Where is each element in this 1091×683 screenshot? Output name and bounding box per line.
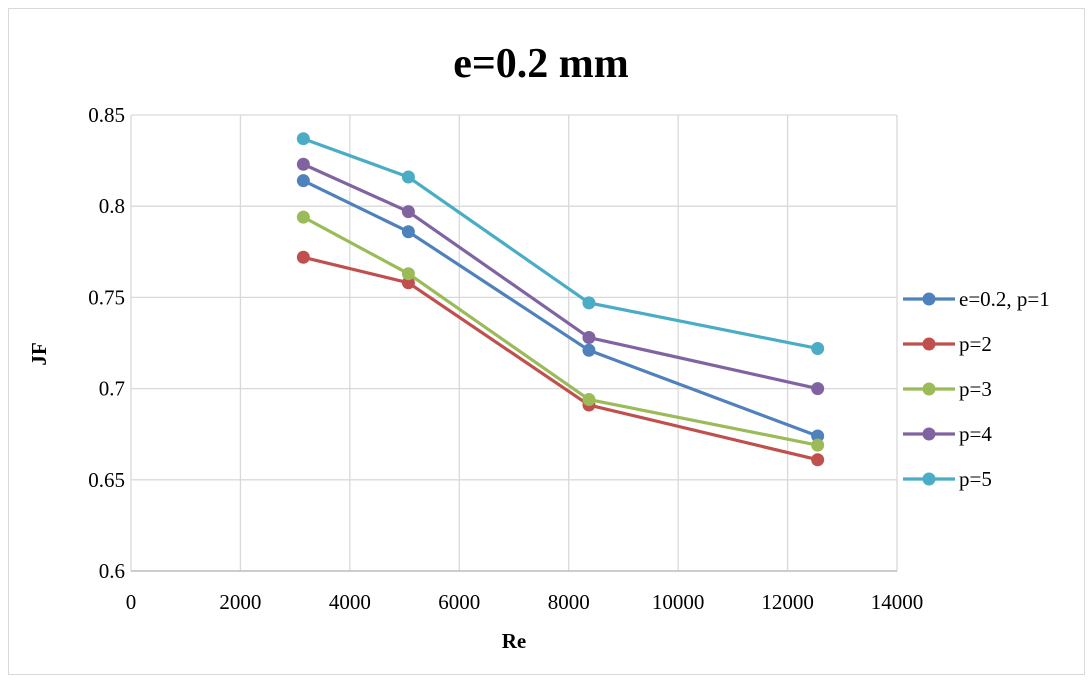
series-5 [296, 132, 825, 355]
data-point [401, 170, 415, 184]
legend-label: e=0.2, p=1 [959, 287, 1050, 311]
series-line [302, 179, 819, 438]
legend-marker [922, 292, 936, 306]
series-4 [296, 157, 825, 396]
x-tick-label: 0 [126, 590, 137, 614]
y-tick-label: 0.85 [88, 103, 125, 127]
chart-title: e=0.2 mm [453, 41, 629, 87]
data-point [811, 438, 825, 452]
legend-label: p=2 [959, 332, 992, 356]
data-point [296, 132, 310, 146]
data-point [582, 343, 596, 357]
legend-marker [922, 427, 936, 441]
data-point [401, 276, 415, 290]
x-tick-label: 4000 [329, 590, 371, 614]
legend-item: p=4 [903, 422, 992, 446]
y-tick-labels: 0.6 0.65 0.7 0.75 0.8 0.85 [88, 103, 125, 583]
series-3 [296, 210, 825, 452]
legend-label: p=4 [959, 422, 992, 446]
legend-item: p=2 [903, 332, 992, 356]
legend-item: p=5 [903, 467, 992, 491]
x-tick-label: 6000 [438, 590, 480, 614]
data-point [811, 382, 825, 396]
legend-marker [922, 337, 936, 351]
data-point [582, 331, 596, 345]
data-point [811, 429, 825, 443]
data-point [401, 267, 415, 281]
data-point [296, 250, 310, 264]
y-tick-label: 0.7 [99, 377, 125, 401]
data-point [582, 296, 596, 310]
x-tick-labels: 0 2000 4000 6000 8000 10000 12000 14000 [126, 590, 924, 614]
series-line [302, 137, 818, 351]
series-line [302, 215, 818, 447]
series-1 [296, 174, 825, 443]
legend-item: p=3 [903, 377, 992, 401]
x-tick-label: 2000 [219, 590, 261, 614]
legend: e=0.2, p=1 p=2 p=3 p=4 p=5 [903, 287, 1050, 491]
x-tick-label: 8000 [548, 590, 590, 614]
legend-label: p=3 [959, 377, 992, 401]
data-point [296, 157, 310, 171]
x-tick-label: 10000 [652, 590, 705, 614]
data-point [296, 210, 310, 224]
series-line [302, 255, 819, 462]
y-tick-label: 0.6 [99, 559, 125, 583]
data-point [296, 174, 310, 188]
data-point [401, 225, 415, 239]
y-tick-label: 0.65 [88, 468, 125, 492]
series-layer [296, 132, 825, 467]
data-point [401, 205, 415, 219]
data-point [582, 393, 596, 407]
data-point [811, 341, 825, 355]
legend-item: e=0.2, p=1 [903, 287, 1050, 311]
legend-marker [922, 472, 936, 486]
x-axis-label: Re [502, 629, 527, 653]
y-tick-label: 0.8 [99, 194, 125, 218]
legend-marker [922, 382, 936, 396]
legend-label: p=5 [959, 467, 992, 491]
x-tick-label: 14000 [871, 590, 924, 614]
y-axis-label: JF [27, 342, 51, 365]
y-tick-label: 0.75 [88, 285, 125, 309]
series-line [302, 162, 819, 391]
data-point [811, 453, 825, 467]
x-tick-label: 12000 [761, 590, 814, 614]
grid [130, 114, 898, 572]
chart-frame [8, 8, 1085, 675]
